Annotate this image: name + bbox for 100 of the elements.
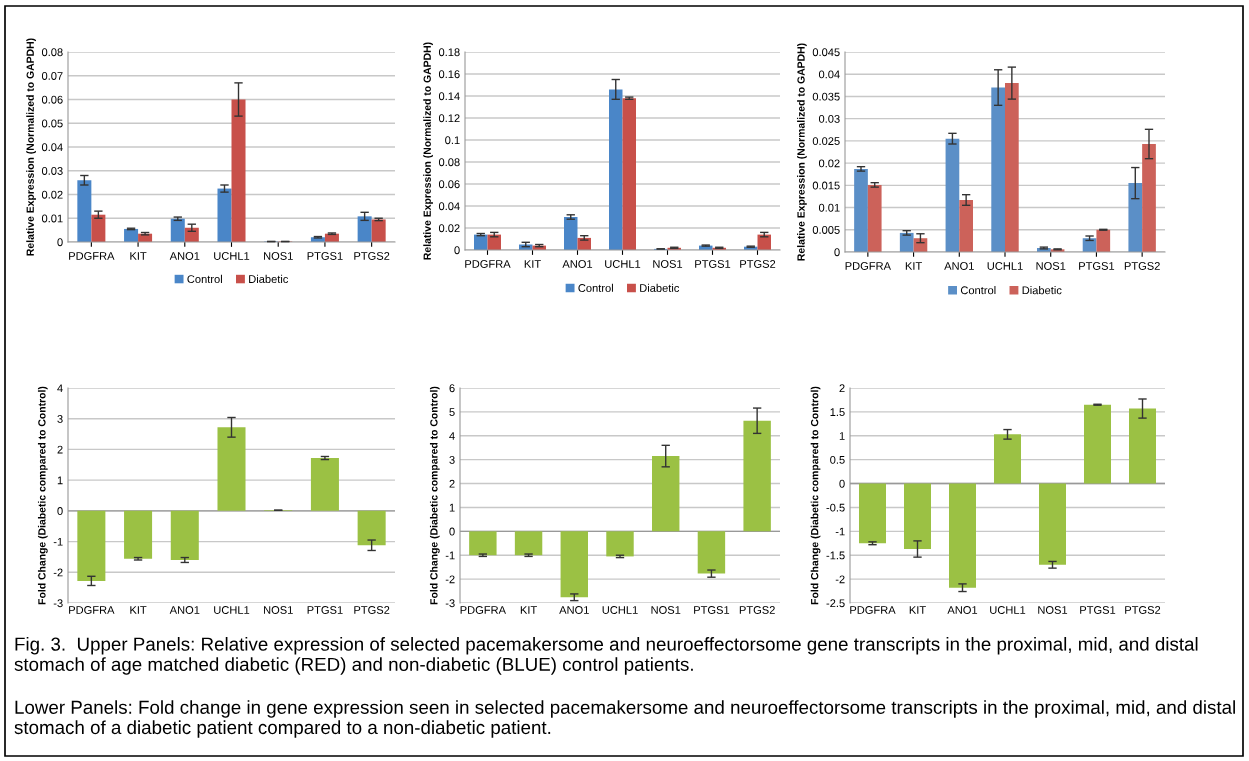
x-tick-label: PTGS1 [694,606,730,614]
y-tick-label: 0.08 [438,158,460,167]
y-tick-label: -2 [445,575,455,584]
x-tick-label: PDGFRA [850,606,896,614]
y-tick-label: 0.12 [438,114,460,123]
y-axis-title: Relative Expression (Normalized to GAPDH) [26,38,36,256]
x-tick-label: UCHL1 [605,260,641,268]
x-tick-label: PDGFRA [845,262,891,270]
x-tick-label: ANO1 [947,606,978,614]
x-tick-label: ANO1 [559,606,589,614]
y-tick-label: -1.5 [826,551,845,560]
legend-label: Control [187,274,222,284]
y-axis-title: Fold Change (Diabetic compared to Control) [429,386,440,605]
y-tick-label: 0.01 [818,203,840,212]
y-tick-label: 0.03 [818,114,840,123]
y-tick-label: 0.005 [812,226,840,234]
x-tick-label: NOS1 [1038,606,1068,614]
x-tick-label: PTGS2 [740,260,776,268]
y-tick-label: 0 [454,246,460,255]
x-tick-label: PTGS2 [1124,262,1160,270]
x-tick-label: NOS1 [651,606,681,614]
y-tick-label: 0.5 [830,455,845,464]
y-tick-label: -1 [835,527,845,536]
y-tick-label: 6 [449,384,455,393]
x-tick-label: PTGS1 [307,606,343,614]
y-axis-title: Relative Expression (Normalized to GAPDH) [423,42,433,260]
x-tick-label: KIT [905,262,922,270]
y-tick-label: 0.05 [41,119,63,128]
legend-label: Diabetic [640,283,680,292]
y-tick-label: 0.03 [41,167,63,175]
x-tick-label: ANO1 [169,606,200,614]
x-tick-label: KIT [130,606,147,614]
x-tick-label: NOS1 [264,252,293,260]
x-tick-label: ANO1 [944,262,974,270]
legend-label: Control [578,283,613,292]
y-tick-label: 0 [834,248,840,257]
caption: Fig. 3. Upper Panels: Relative expression of selected pacemakersome and neuroeffectorsome gene transcripts in the proximal, mid, and distal stomach of age matched diabetic (RED) and non-diabetic (BLUE) control patients. [14,637,1198,675]
y-tick-label: 0 [57,238,63,247]
y-tick-label: 0 [57,507,63,515]
x-tick-label: KIT [909,606,926,614]
y-tick-label: -3 [445,599,455,608]
y-tick-label: 0.04 [438,202,460,211]
y-tick-label: 0.06 [41,95,63,104]
y-tick-label: 3 [449,455,455,464]
legend-label: Diabetic [249,274,289,284]
y-tick-label: 0 [449,527,455,536]
x-tick-label: PDGFRA [460,606,506,614]
y-tick-label: 1 [57,476,63,485]
x-tick-label: PTGS1 [695,260,731,268]
y-tick-label: 0.015 [812,181,840,190]
y-tick-label: 0.04 [818,70,840,79]
x-tick-label: NOS1 [653,260,683,268]
y-tick-label: 0.07 [41,72,63,80]
y-tick-label: 0.08 [41,48,63,57]
y-tick-label: 2 [839,384,845,393]
y-tick-label: 0.02 [818,159,840,168]
x-tick-label: PTGS1 [1079,262,1115,270]
y-tick-label: 0.025 [812,137,840,146]
x-tick-label: ANO1 [169,252,200,260]
x-tick-label: UCHL1 [214,252,250,260]
x-tick-label: NOS1 [1036,262,1066,270]
y-tick-label: 3 [57,414,63,423]
x-tick-label: PTGS2 [354,252,390,260]
y-tick-label: -0.5 [826,503,845,512]
y-tick-label: 0.18 [438,48,460,57]
y-tick-label: 0.1 [445,136,460,145]
text: Lower Panels: Fold change in gene expression seen in selected pacemakersome and neuroeffectorsome transcripts in the proximal, mid, and distal stomach of a diabetic patient compared to a non-diabetic patient. [14,700,1235,738]
y-axis-title: Fold Change (Diabetic compared to Control) [810,386,821,605]
y-tick-label: 0.04 [41,143,63,152]
y-tick-label: 0.01 [41,214,63,223]
y-axis-title: Fold Change (Diabetic compared to Control) [37,386,48,605]
x-tick-label: PTGS2 [739,606,775,614]
y-tick-label: 4 [57,384,63,393]
x-tick-label: PTGS2 [354,606,390,614]
x-tick-label: PDGFRA [465,260,511,268]
x-tick-label: UCHL1 [214,606,250,614]
y-tick-label: 1 [839,432,845,440]
x-tick-label: KIT [130,252,147,260]
y-tick-label: -2 [835,575,845,584]
y-tick-label: -3 [53,599,63,608]
y-tick-label: -1 [53,537,63,546]
legend-label: Diabetic [1022,286,1062,295]
y-axis-title: Relative Expression (Normalized to GAPDH) [797,43,807,261]
x-tick-label: PDGFRA [69,252,115,260]
legend-label: Control [960,286,996,295]
y-tick-label: 1 [449,503,455,512]
x-tick-label: ANO1 [562,260,593,268]
y-tick-label: -2.5 [826,599,845,608]
y-tick-label: 0.06 [438,180,460,189]
x-tick-label: UCHL1 [602,606,638,614]
y-tick-label: 0 [839,479,845,488]
x-tick-label: UCHL1 [987,262,1023,270]
y-tick-label: 5 [449,408,455,417]
x-tick-label: PTGS1 [1080,606,1116,614]
y-tick-label: 4 [449,432,455,440]
y-tick-label: 2 [449,479,455,488]
x-tick-label: KIT [524,260,541,268]
y-tick-label: -1 [445,551,455,560]
x-tick-label: PDGFRA [69,606,115,614]
y-tick-label: 0.02 [438,224,460,233]
